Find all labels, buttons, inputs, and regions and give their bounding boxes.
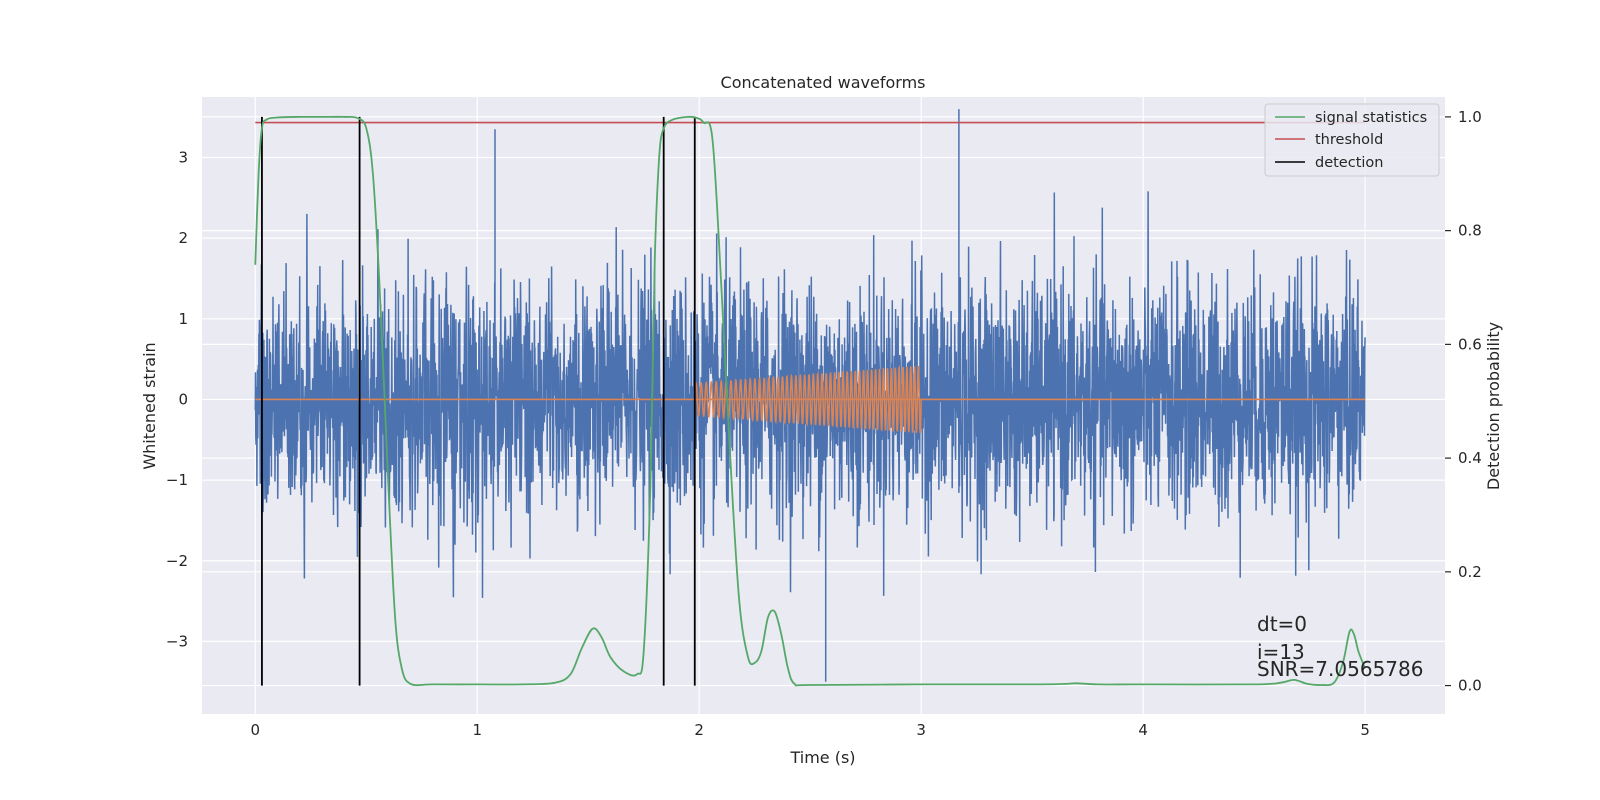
- injected-waveform-series: [255, 364, 1366, 434]
- right-axis-ticks: 0.0 0.2 0.4 0.6 0.8 1.0: [1445, 108, 1482, 695]
- injected-waveform-line: [694, 364, 922, 434]
- x-tick-label: 1: [472, 721, 482, 739]
- annotation-snr: SNR=7.0565786: [1257, 657, 1423, 681]
- legend-label-detection: detection: [1315, 155, 1383, 171]
- y-tick-label: 1: [178, 310, 188, 328]
- y-tick-label: 3: [178, 148, 188, 166]
- y-axis-label: Whitened strain: [140, 342, 159, 469]
- y-tick-label: −1: [166, 471, 188, 489]
- x-tick-label: 4: [1138, 721, 1148, 739]
- x-axis-label: Time (s): [789, 748, 855, 767]
- legend-label-threshold: threshold: [1315, 132, 1383, 148]
- left-axis-ticks: −3 −2 −1 0 1 2 3: [166, 148, 188, 650]
- legend-label-signal-statistics: signal statistics: [1315, 110, 1427, 126]
- x-tick-label: 2: [694, 721, 704, 739]
- x-tick-label: 5: [1360, 721, 1370, 739]
- chart-title: Concatenated waveforms: [721, 73, 926, 92]
- annotation-index: i=13: [1257, 640, 1305, 664]
- y-tick-label: −3: [166, 632, 188, 650]
- detection-statistics-group: [254, 115, 1366, 687]
- y-tick-label: 0: [178, 390, 188, 408]
- x-axis-ticks: 0 1 2 3 4 5: [250, 721, 1369, 739]
- y2-tick-label: 0.2: [1458, 563, 1482, 581]
- legend-frame: [1264, 103, 1440, 177]
- annotation-dt: dt=0: [1257, 612, 1307, 636]
- y2-tick-label: 0.4: [1458, 449, 1482, 467]
- x-tick-label: 3: [916, 721, 926, 739]
- y2-tick-label: 0.6: [1458, 335, 1482, 353]
- signal-statistics-line: [254, 115, 1366, 687]
- strain-line: [254, 109, 1366, 682]
- legend: signal statistics threshold detection: [1264, 103, 1440, 177]
- y2-tick-label: 1.0: [1458, 108, 1482, 126]
- strain-series: [254, 109, 1366, 682]
- y2-axis-label: Detection probability: [1484, 322, 1503, 490]
- y-tick-label: −2: [166, 552, 188, 570]
- x-tick-label: 0: [250, 721, 260, 739]
- annotations: dt=0 i=13 SNR=7.0565786: [1257, 612, 1423, 681]
- y2-tick-label: 0.8: [1458, 222, 1482, 240]
- y-tick-label: 2: [178, 229, 188, 247]
- y2-tick-label: 0.0: [1458, 677, 1482, 695]
